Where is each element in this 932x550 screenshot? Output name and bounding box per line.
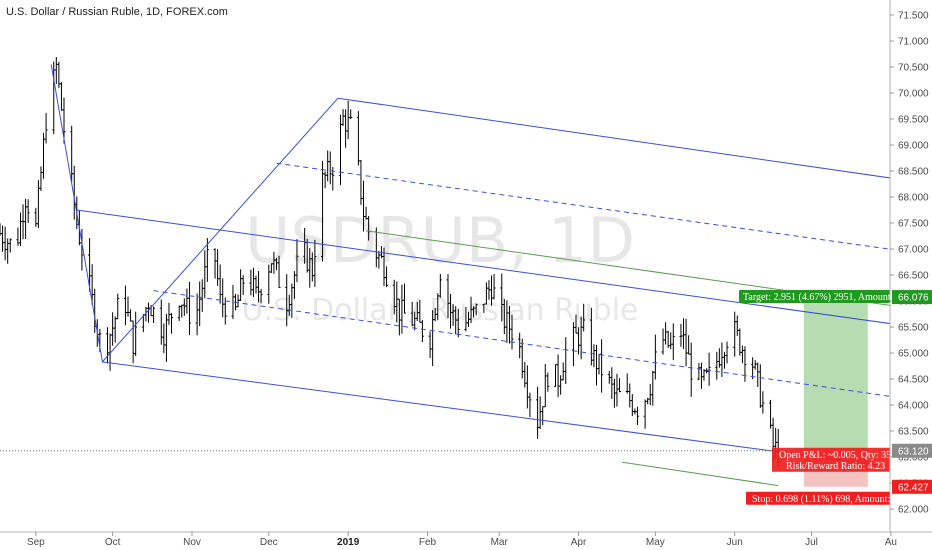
price-tick-label: 64.500 xyxy=(898,375,929,386)
channel-line-4[interactable] xyxy=(153,290,897,398)
price-tick-label: 69.500 xyxy=(898,115,929,126)
price-tick-label: 68.000 xyxy=(898,193,929,204)
price-axis-bg[interactable] xyxy=(890,0,932,532)
time-tick-label: Sep xyxy=(27,537,45,548)
target-price-tag-text: 66.076 xyxy=(898,293,929,304)
stop-price-tag-text: 62.427 xyxy=(898,482,929,493)
risk-reward-text: Risk/Reward Ratio: 4.23 xyxy=(786,461,885,472)
candles xyxy=(0,57,780,468)
price-tick-label: 69.000 xyxy=(898,141,929,152)
time-axis[interactable]: Sep Oct Nov Dec 2019 Feb Mar Apr May Jun Jul Au xyxy=(0,531,932,548)
pnl-box-bg[interactable] xyxy=(772,447,890,472)
price-tick-label: 63.500 xyxy=(898,427,929,438)
time-tick-label: Au xyxy=(885,537,897,548)
watermark: USDRUB, 1D U.S. Dollar / Russian Ruble xyxy=(241,204,638,328)
price-tick-label: 67.500 xyxy=(898,219,929,230)
channel-line-5[interactable] xyxy=(102,361,897,468)
chart-title: U.S. Dollar / Russian Ruble, 1D, FOREX.c… xyxy=(6,6,228,18)
current-price-tag-text: 63.120 xyxy=(898,446,929,457)
price-tick-label: 70.500 xyxy=(898,63,929,74)
time-tick-label: Oct xyxy=(105,537,121,548)
target-label-text: Target: 2.951 (4.67%) 2951, Amount: xyxy=(743,292,894,303)
watermark-name: U.S. Dollar / Russian Ruble xyxy=(241,293,638,328)
target-label-bg[interactable] xyxy=(739,290,890,304)
price-tick-label: 62.000 xyxy=(898,505,929,516)
price-tick-label: 71.500 xyxy=(898,11,929,22)
time-tick-label: Dec xyxy=(260,537,278,548)
stop-label-text: Stop: 0.698 (1.11%) 698, Amount: 7 xyxy=(752,494,898,505)
time-tick-label: Jun xyxy=(727,537,743,548)
time-tick-label: May xyxy=(646,537,665,548)
price-tick-label: 64.000 xyxy=(898,401,929,412)
target-line-2[interactable] xyxy=(622,461,779,487)
price-tick-label: 70.000 xyxy=(898,89,929,100)
profit-zone[interactable] xyxy=(803,297,868,451)
price-axis[interactable]: 71.500 71.000 70.500 70.000 69.500 69.000 68.5… xyxy=(889,0,932,532)
current-price-tag-bg[interactable] xyxy=(892,443,932,458)
position-labels[interactable]: Target: 2.951 (4.67%) 2951, Amount: Stop:… xyxy=(739,290,898,505)
time-tick-label: Nov xyxy=(183,537,201,548)
watermark-symbol: USDRUB, 1D xyxy=(245,204,635,277)
time-tick-label: 2019 xyxy=(337,537,360,548)
channel-line-3[interactable] xyxy=(76,209,897,325)
pnl-text: Open P&L: ~0.005, Qty: 358 xyxy=(779,450,896,461)
channel-line-1[interactable] xyxy=(337,97,897,180)
price-tick-label: 63.000 xyxy=(898,453,929,464)
stop-label-bg[interactable] xyxy=(746,491,890,505)
time-tick-label: Jul xyxy=(805,537,818,548)
price-tick-label: 65.500 xyxy=(898,323,929,334)
price-tick-label: 66.500 xyxy=(898,271,929,282)
time-tick-label: Mar xyxy=(491,537,509,548)
time-tick-label: Apr xyxy=(571,537,587,548)
price-tick-label: 67.000 xyxy=(898,245,929,256)
time-tick-label: Feb xyxy=(419,537,437,548)
stop-price-tag-bg[interactable] xyxy=(892,479,932,494)
price-tick-label: 71.000 xyxy=(898,37,929,48)
target-price-tag-bg[interactable] xyxy=(892,290,932,305)
price-tick-label: 65.000 xyxy=(898,349,929,360)
price-tick-label: 68.500 xyxy=(898,167,929,178)
drawings[interactable] xyxy=(50,64,897,487)
